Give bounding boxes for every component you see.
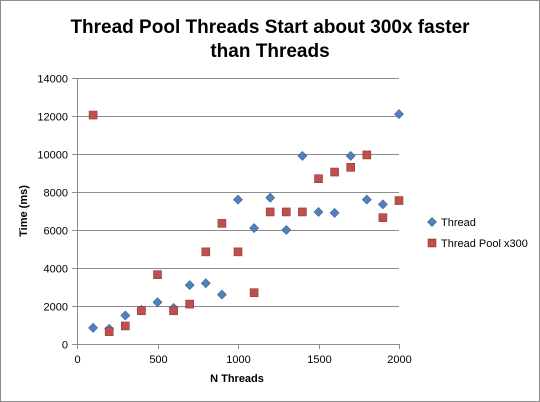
thread-pool-x300-point — [121, 321, 130, 331]
y-tick-label: 4000 — [44, 264, 68, 276]
x-axis-label: N Threads — [210, 373, 264, 385]
chart-title-line-1: Thread Pool Threads Start about 300x fas… — [70, 17, 470, 38]
thread-pool-x300-point — [233, 247, 243, 257]
thread-point — [184, 280, 195, 291]
x-tick-label: 2000 — [387, 354, 411, 366]
y-axis-label: Time (ms) — [18, 185, 30, 237]
thread-point — [394, 109, 404, 120]
thread-pool-x300-point — [394, 196, 404, 205]
thread-pool-x300-point — [378, 213, 388, 222]
thread-pool-x300-point — [137, 306, 146, 316]
thread-pool-x300-point — [169, 306, 178, 316]
thread-pool-x300-point — [298, 207, 307, 217]
x-tick-label: 500 — [149, 354, 167, 366]
thread-pool-x300-point — [362, 150, 372, 160]
x-tick-label: 0 — [74, 354, 80, 366]
thread-point — [297, 150, 308, 161]
thread-point — [265, 192, 276, 203]
thread-point — [152, 297, 163, 308]
thread-pool-x300-point — [330, 167, 339, 177]
thread-pool-x300-point — [185, 299, 194, 309]
thread-point — [377, 199, 388, 210]
thread-pool-x300-point — [281, 207, 291, 217]
legend-marker-thread-pool-x300 — [427, 238, 437, 248]
thread-point — [345, 150, 356, 161]
y-tick-label: 14000 — [37, 74, 68, 86]
thread-point — [88, 322, 99, 333]
thread-pool-x300-point — [217, 219, 227, 228]
legend-marker-thread — [427, 217, 437, 227]
thread-pool-x300-point — [153, 270, 162, 279]
thread-pool-x300-point — [88, 110, 98, 120]
data-points — [88, 109, 404, 336]
thread-point — [281, 225, 292, 235]
thread-pool-x300-point — [201, 247, 211, 257]
x-tick-label: 1500 — [307, 354, 331, 366]
y-tick-label: 2000 — [44, 302, 68, 314]
thread-point — [200, 278, 211, 289]
legend-label-thread: Thread — [441, 217, 476, 229]
axes — [72, 78, 400, 349]
legend-label-thread-pool-x300: Thread Pool x300 — [441, 238, 528, 250]
thread-point — [233, 194, 243, 205]
thread-point — [313, 207, 324, 217]
gridlines — [77, 78, 399, 307]
y-tick-label: 8000 — [44, 188, 68, 200]
thread-pool-x300-point — [314, 174, 323, 183]
x-tick-label: 1000 — [226, 354, 250, 366]
thread-pool-x300-point — [249, 288, 259, 298]
thread-point — [329, 207, 340, 218]
thread-pool-x300-point — [346, 163, 356, 172]
y-tick-label: 12000 — [37, 112, 68, 124]
thread-point — [216, 289, 227, 300]
chart-title-line-2: than Threads — [210, 41, 329, 62]
y-tick-label: 6000 — [44, 226, 68, 238]
legend: Thread Thread Pool x300 — [427, 217, 528, 250]
tick-labels: 0 2000 4000 6000 8000 10000 12000 14000 0 500 1000… — [37, 74, 411, 367]
y-tick-label: 0 — [62, 340, 68, 352]
y-tick-label: 10000 — [37, 150, 68, 162]
thread-point — [120, 310, 131, 321]
thread-pool-x300-point — [265, 207, 275, 217]
thread-point — [249, 223, 260, 234]
thread-pool-x300-point — [104, 327, 114, 336]
thread-point — [361, 194, 372, 205]
